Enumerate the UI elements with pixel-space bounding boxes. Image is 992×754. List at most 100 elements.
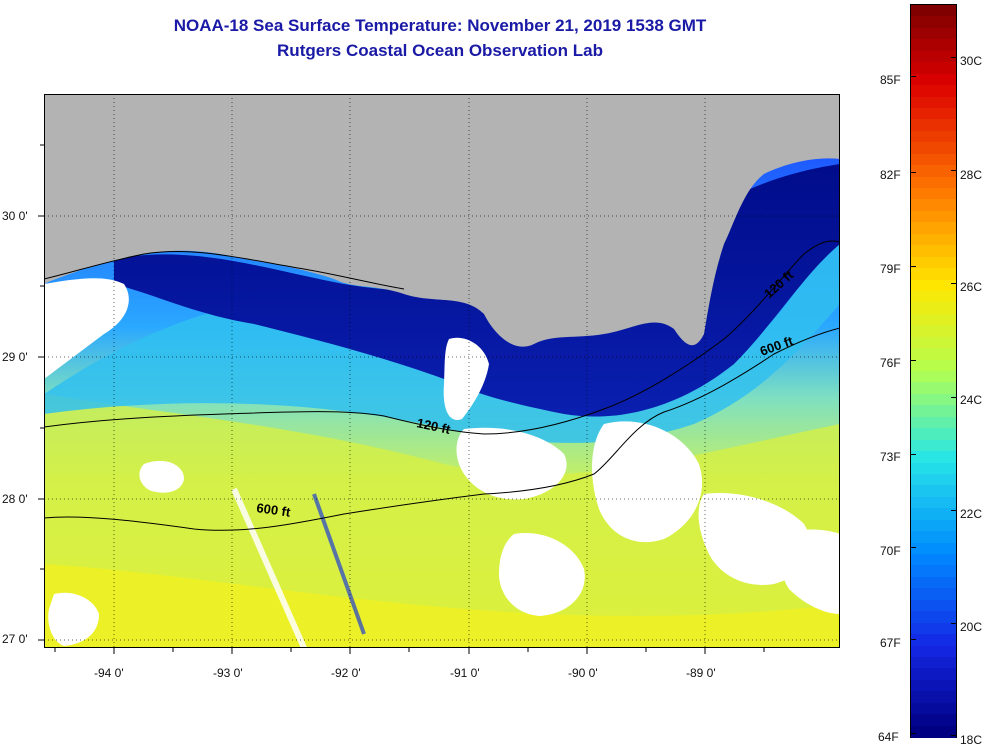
lat-label: 28 0' xyxy=(2,492,28,506)
colorbar-band xyxy=(911,27,956,41)
land xyxy=(44,94,840,347)
colorbar-f-label: 64F xyxy=(878,730,899,744)
cloud-south xyxy=(499,533,585,616)
colorbar-band xyxy=(911,325,956,339)
colorbar-band xyxy=(911,165,956,179)
map-title: NOAA-18 Sea Surface Temperature: Novembe… xyxy=(173,16,707,35)
colorbar-c-label: 26C xyxy=(960,280,983,294)
colorbar-band xyxy=(911,348,956,362)
lon-label: -93 0' xyxy=(213,666,243,680)
colorbar-band xyxy=(911,382,956,396)
colorbar-tick xyxy=(951,734,956,736)
lon-label: -92 0' xyxy=(331,666,361,680)
contour-label: 600 ft xyxy=(256,500,292,520)
colorbar-band xyxy=(911,222,956,236)
colorbar-band xyxy=(911,496,956,510)
colorbar-band xyxy=(911,233,956,247)
colorbar-band xyxy=(911,565,956,579)
colorbar-band xyxy=(911,599,956,613)
colorbar-band xyxy=(911,634,956,647)
colorbar-f-label: 67F xyxy=(880,636,901,650)
lat-label: 29 0' xyxy=(2,350,28,364)
colorbar-tick xyxy=(911,638,916,640)
lat-label: 30 0' xyxy=(2,209,28,223)
colorbar-tick xyxy=(911,171,916,173)
colorbar-band xyxy=(911,336,956,350)
satellite-streak xyxy=(231,487,307,648)
colorbar-band xyxy=(911,5,956,18)
colorbar-f-label: 70F xyxy=(880,544,901,558)
colorbar-band xyxy=(911,62,956,76)
colorbar-f-label: 79F xyxy=(880,262,901,276)
cloud-far-east xyxy=(779,529,840,614)
cloud-west xyxy=(44,278,129,379)
colorbar-tick xyxy=(951,283,956,285)
satellite-streak xyxy=(312,493,366,635)
colorbar-band xyxy=(911,485,956,499)
colorbar-band xyxy=(911,656,956,670)
colorbar-band xyxy=(911,439,956,453)
colorbar-band xyxy=(911,451,956,464)
colorbar-band xyxy=(911,39,956,53)
colorbar-band xyxy=(911,428,956,442)
colorbar-tick xyxy=(911,360,916,362)
colorbar-band xyxy=(911,176,956,190)
colorbar-band xyxy=(911,554,956,567)
colorbar-band xyxy=(911,210,956,224)
map-subtitle: Rutgers Coastal Ocean Observation Lab xyxy=(277,41,603,60)
colorbar-band xyxy=(911,290,956,304)
colorbar-tick xyxy=(911,547,916,549)
colorbar-band xyxy=(911,405,956,419)
colorbar-band xyxy=(911,119,956,133)
colorbar-band xyxy=(911,416,956,430)
cloud-east xyxy=(592,421,703,543)
colorbar-band xyxy=(911,519,956,533)
map-frame xyxy=(44,94,840,648)
lon-label: -89 0' xyxy=(686,666,716,680)
colorbar-c-label: 18C xyxy=(960,733,983,747)
colorbar-band xyxy=(911,679,956,693)
colorbar-band xyxy=(911,50,956,64)
colorbar-band xyxy=(911,256,956,270)
temperature-colorbar xyxy=(910,4,957,739)
colorbar-band xyxy=(911,508,956,522)
colorbar-f-label: 85F xyxy=(880,73,901,87)
colorbar-band xyxy=(911,371,956,384)
colorbar-band xyxy=(911,199,956,213)
colorbar-band xyxy=(911,142,956,156)
colorbar-tick xyxy=(911,76,916,77)
colorbar-band xyxy=(911,576,956,590)
colorbar-band xyxy=(911,645,956,659)
colorbar-band xyxy=(911,622,956,636)
colorbar-tick xyxy=(911,453,916,455)
sst-map-canvas: 120 ft 600 ft 120 ft 600 ft xyxy=(44,94,840,648)
colorbar-tick xyxy=(911,266,916,268)
colorbar-band xyxy=(911,359,956,373)
colorbar-tick xyxy=(951,56,956,58)
colorbar-band xyxy=(911,130,956,144)
colorbar-band xyxy=(911,313,956,327)
contour-600ft-west xyxy=(44,327,840,531)
colorbar-band xyxy=(911,85,956,98)
lon-label: -91 0' xyxy=(450,666,480,680)
warm-water xyxy=(44,394,840,648)
colorbar-band xyxy=(911,96,956,110)
colorbar-band xyxy=(911,725,956,739)
colorbar-band xyxy=(911,188,956,201)
colorbar-tick xyxy=(951,622,956,624)
lon-label: -90 0' xyxy=(568,666,598,680)
colorbar-band xyxy=(911,153,956,167)
colorbar-band xyxy=(911,588,956,602)
colorbar-band xyxy=(911,611,956,625)
contour-120ft-east xyxy=(483,240,840,435)
colorbar-c-label: 22C xyxy=(960,507,983,521)
colorbar-band xyxy=(911,245,956,259)
colorbar-c-label: 20C xyxy=(960,620,983,634)
colorbar-c-label: 24C xyxy=(960,393,983,407)
colorbar-band xyxy=(911,702,956,716)
colorbar-band xyxy=(911,107,956,121)
warmer-water xyxy=(44,564,840,648)
colorbar-band xyxy=(911,473,956,487)
coastline-contour xyxy=(44,251,405,290)
colorbar-tick xyxy=(951,510,956,512)
